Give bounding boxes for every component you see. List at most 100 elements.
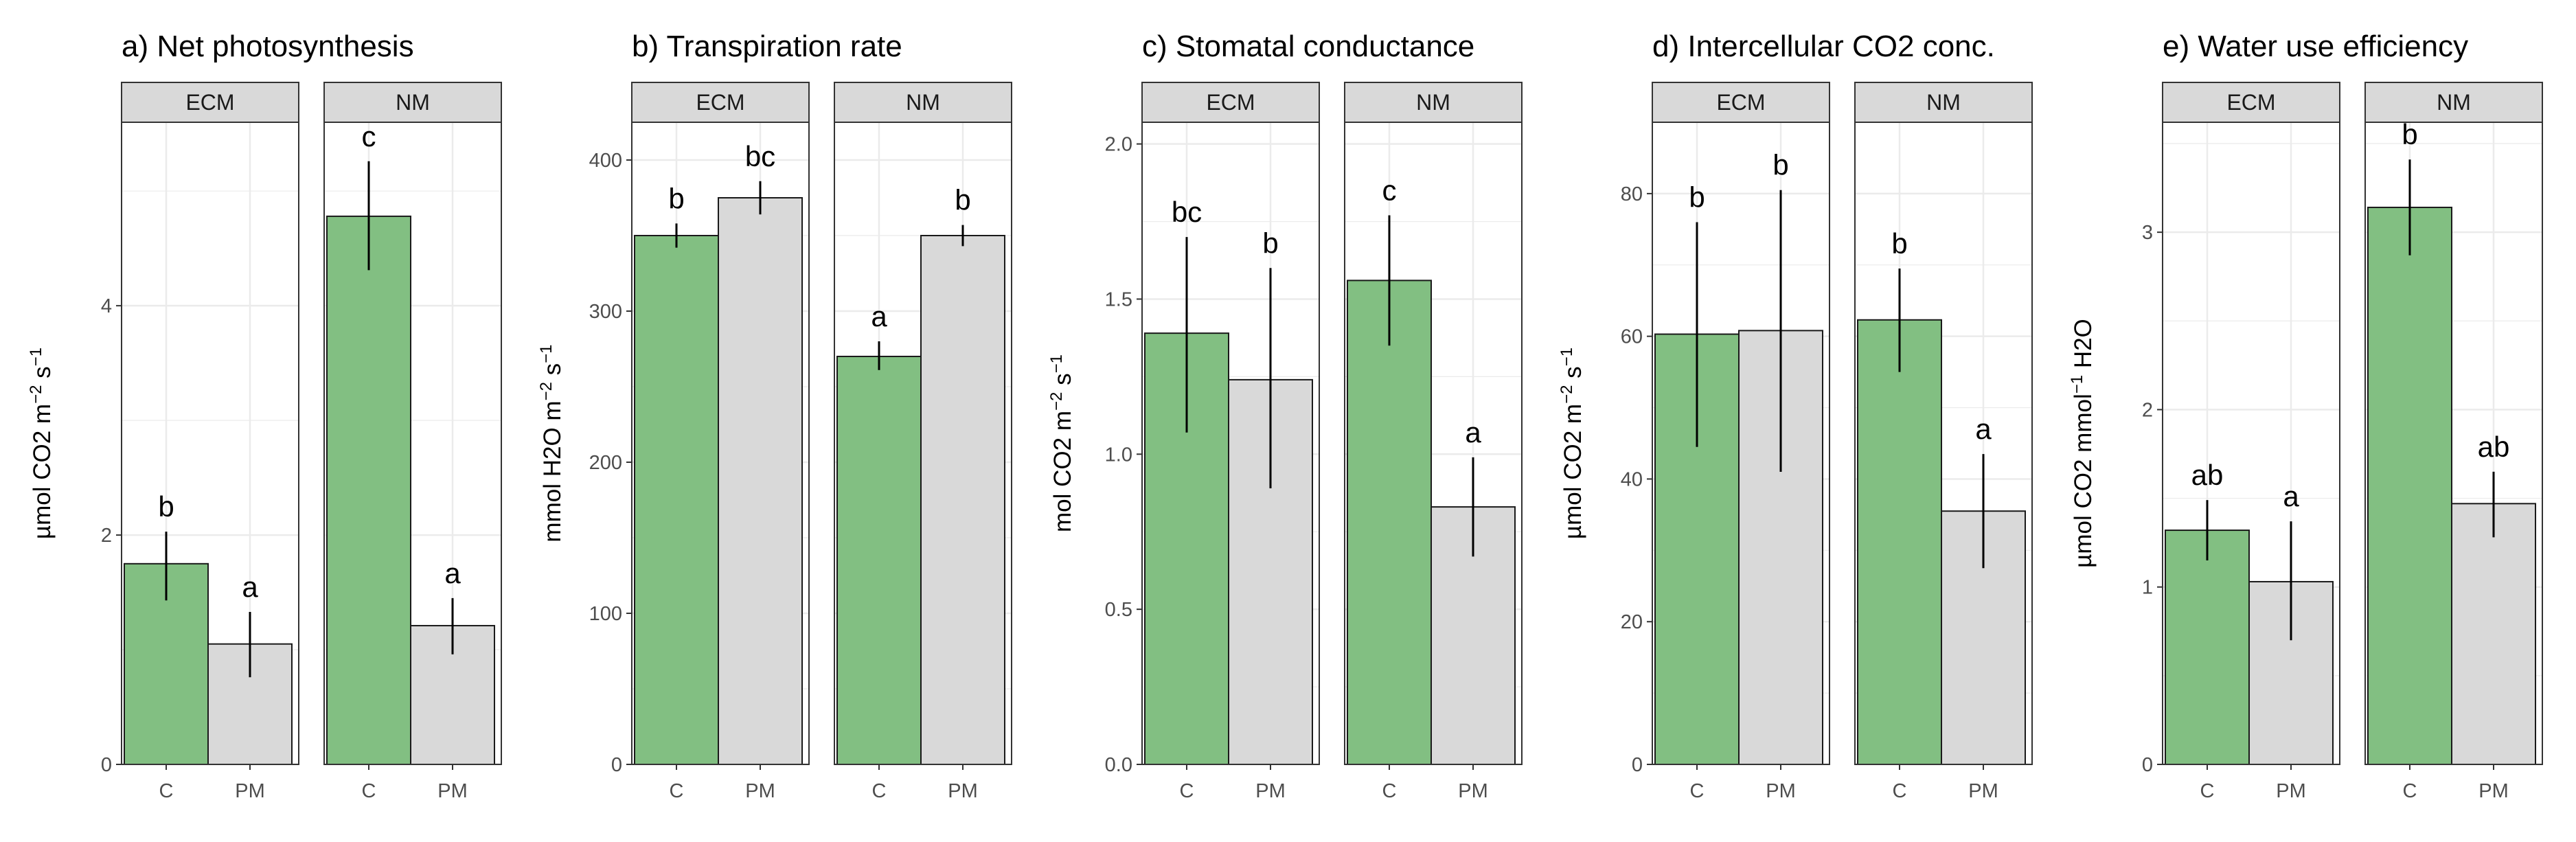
x-tick-label: PM — [948, 780, 978, 802]
significance-letter: c — [362, 120, 376, 152]
facet-strip-label: NM — [2437, 90, 2471, 115]
panel-title: a) Net photosynthesis — [122, 30, 414, 63]
x-tick-label: PM — [1968, 780, 1998, 802]
bar-nm-c — [326, 215, 411, 765]
facet-strip — [834, 82, 1012, 123]
y-tick-label: 300 — [589, 301, 622, 323]
x-tick-label: C — [1893, 780, 1907, 802]
y-tick-label: 2 — [2142, 399, 2153, 421]
facet-strip-label: ECM — [696, 90, 744, 115]
x-tick-label: PM — [437, 780, 468, 802]
panel-title: e) Water use efficiency — [2163, 30, 2468, 63]
significance-letter: a — [1465, 416, 1481, 448]
plot-border — [323, 122, 502, 765]
x-tick-label: C — [872, 780, 887, 802]
significance-letter: ab — [2478, 431, 2510, 463]
significance-letter: bc — [1172, 196, 1202, 228]
y-tick-label: 1 — [2142, 577, 2153, 599]
significance-letter: b — [158, 490, 174, 523]
x-tick-label: C — [670, 780, 684, 802]
significance-letter: a — [444, 557, 461, 589]
y-tick-label: 400 — [589, 150, 622, 172]
y-tick-label: 1.5 — [1105, 288, 1132, 310]
chart-panel-c: c) Stomatal conductance mol CO2 m−2 s−1 0.… — [1047, 30, 1523, 802]
plot-border — [1854, 122, 2033, 765]
significance-letter: a — [2283, 480, 2299, 512]
y-tick-label: 100 — [589, 603, 622, 625]
y-axis-label: mol CO2 m−2 s−1 — [1047, 354, 1077, 532]
y-tick-label: 20 — [1621, 611, 1643, 633]
significance-letter: a — [242, 571, 258, 603]
chart-panel-d: d) Intercellular CO2 conc. µmol CO2 m−2 s… — [1558, 30, 2033, 802]
bar-nm-c — [2367, 206, 2452, 765]
plot-border — [631, 122, 810, 765]
y-axis-label: µmol CO2 m−2 s−1 — [1558, 348, 1587, 539]
significance-letter: b — [1891, 227, 1907, 260]
chart-panel-b: b) Transpiration rate mmol H2O m−2 s−1 0 10… — [537, 30, 1012, 802]
plot-border — [834, 122, 1012, 765]
bar-nm-pm — [920, 235, 1005, 765]
chart-panel-e: e) Water use efficiency µmol CO2 mmol−1 H… — [2068, 30, 2543, 802]
y-tick-label: 60 — [1621, 326, 1643, 348]
facet-strip-label: ECM — [2226, 90, 2275, 115]
x-tick-label: C — [159, 780, 174, 802]
x-tick-label: PM — [1458, 780, 1488, 802]
bar-nm-pm — [2451, 503, 2536, 765]
significance-letter: b — [955, 184, 970, 216]
plot-border — [1141, 122, 1320, 765]
y-tick-label: 80 — [1621, 183, 1643, 205]
y-axis-label: µmol CO2 m−2 s−1 — [27, 348, 56, 539]
bar-nm-c — [1347, 280, 1432, 765]
significance-letter: b — [1689, 181, 1705, 213]
facet-strip-label: ECM — [185, 90, 234, 115]
y-tick-label: 0 — [2142, 754, 2153, 776]
facet-strip — [121, 82, 299, 123]
facet-strip-label: NM — [906, 90, 940, 115]
facet-strip-label: NM — [1926, 90, 1961, 115]
x-tick-label: PM — [1255, 780, 1286, 802]
x-tick-label: C — [362, 780, 376, 802]
y-tick-label: 2 — [101, 525, 112, 547]
y-tick-label: 4 — [101, 295, 112, 317]
facet-strip-label: ECM — [1206, 90, 1255, 115]
facet-strip — [631, 82, 810, 123]
y-tick-label: 0.0 — [1105, 754, 1132, 776]
x-tick-label: PM — [1766, 780, 1796, 802]
facet-strip — [1141, 82, 1320, 123]
bar-ecm-c — [634, 235, 719, 765]
facet-strip-label: NM — [1416, 90, 1450, 115]
significance-letter: bc — [745, 140, 775, 172]
plot-border — [1652, 122, 1830, 765]
plot-border — [121, 122, 299, 765]
facet-strip-label: NM — [396, 90, 430, 115]
bar-nm-c — [836, 356, 922, 765]
bar-ecm-c — [2165, 530, 2250, 766]
significance-letter: b — [668, 182, 684, 214]
significance-letter: a — [871, 300, 887, 332]
x-tick-label: C — [2200, 780, 2215, 802]
panel-title: c) Stomatal conductance — [1142, 30, 1474, 63]
x-tick-label: PM — [235, 780, 265, 802]
facet-strip — [1854, 82, 2033, 123]
panel-title: b) Transpiration rate — [632, 30, 902, 63]
y-tick-label: 0 — [1632, 754, 1643, 776]
significance-letter: b — [2402, 118, 2417, 150]
y-tick-label: 3 — [2142, 222, 2153, 244]
y-tick-label: 0 — [101, 754, 112, 776]
plot-border — [1344, 122, 1523, 765]
facet-strip — [1344, 82, 1523, 123]
panel-title: d) Intercellular CO2 conc. — [1652, 30, 1995, 63]
y-tick-label: 2.0 — [1105, 134, 1132, 156]
x-tick-label: PM — [745, 780, 775, 802]
y-axis-label: µmol CO2 mmol−1 H2O — [2068, 319, 2097, 568]
bar-ecm-pm — [718, 197, 803, 765]
significance-letter: b — [1262, 227, 1278, 259]
x-tick-label: C — [1382, 780, 1397, 802]
bar-nm-c — [1857, 319, 1942, 765]
facet-strip-label: ECM — [1716, 90, 1765, 115]
significance-letter: a — [1975, 413, 1992, 445]
significance-letter: c — [1382, 174, 1397, 207]
x-tick-label: PM — [2276, 780, 2306, 802]
y-tick-label: 1.0 — [1105, 444, 1132, 466]
